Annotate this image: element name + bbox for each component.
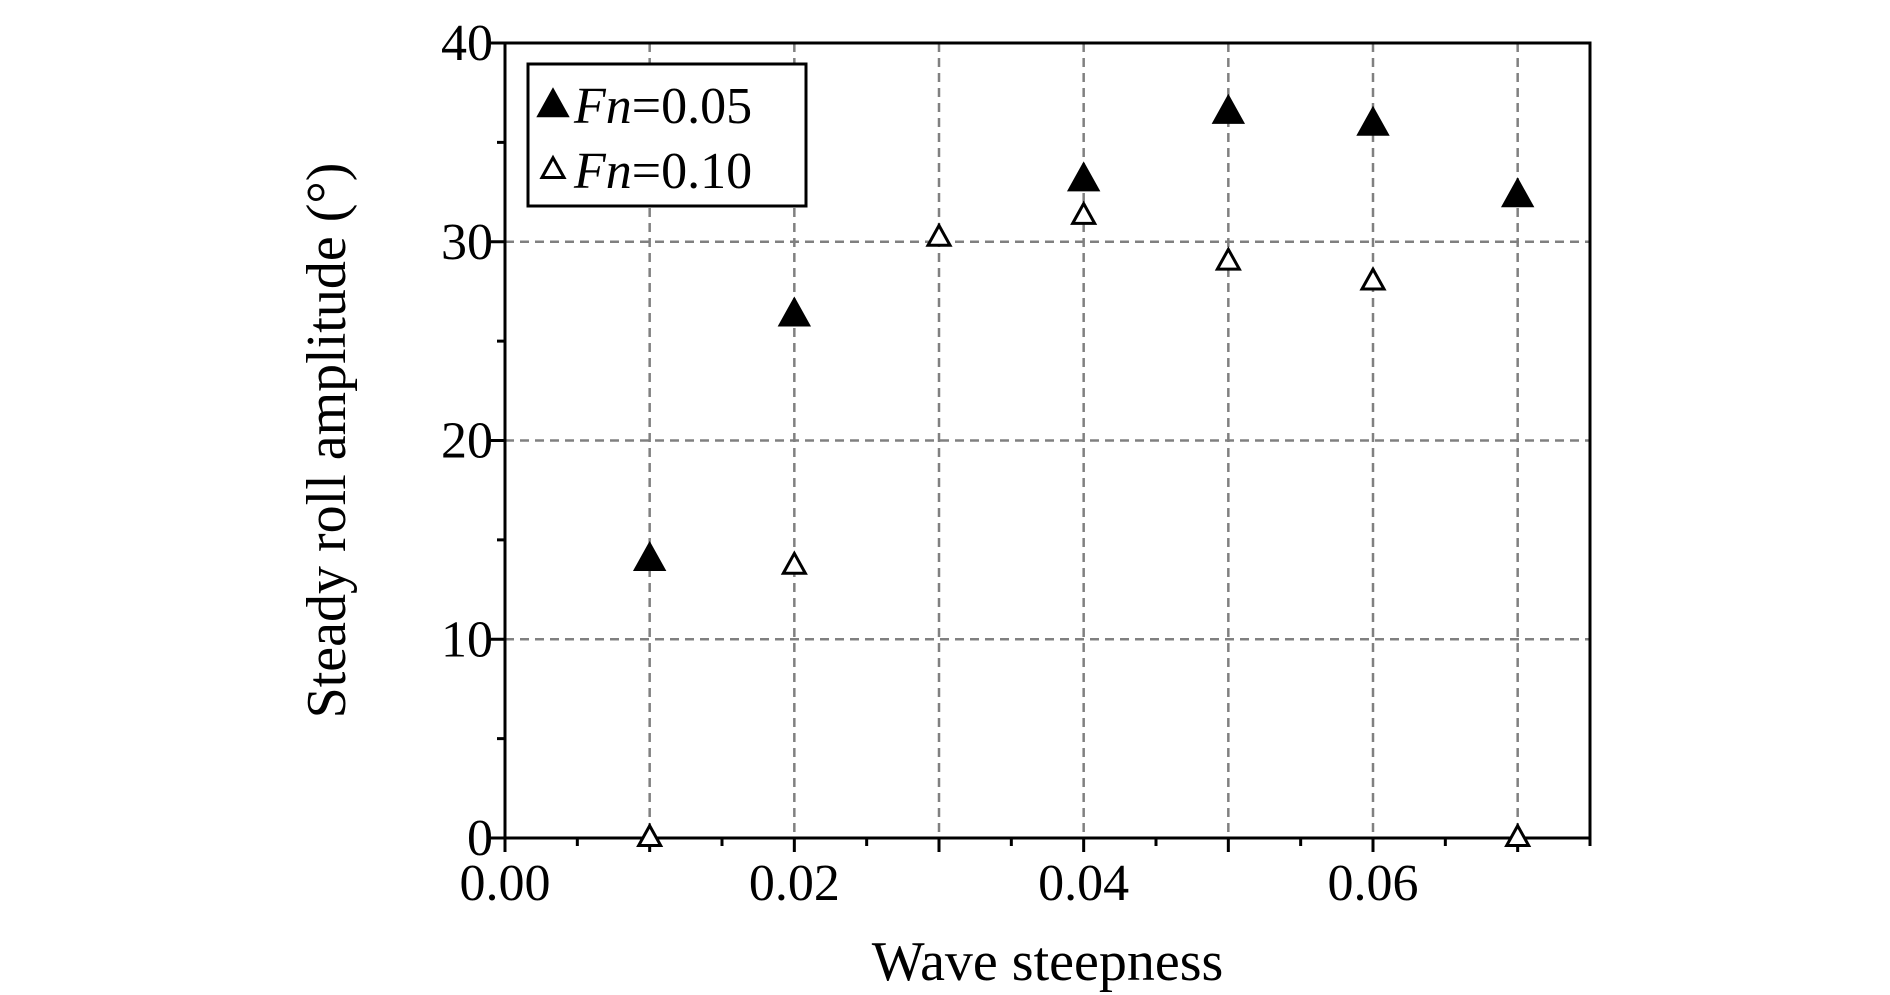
x-tick-label: 0.00 [460, 855, 551, 912]
series-1-markers [636, 200, 1532, 848]
x-tick-labels: 0.00 0.02 0.04 0.06 [460, 855, 1419, 912]
y-axis-title: Steady roll amplitude (°) [296, 163, 358, 719]
data-point-open [1504, 822, 1532, 848]
y-tick-label: 30 [441, 214, 493, 271]
data-point-filled [777, 296, 812, 327]
data-point-open [780, 550, 808, 575]
data-point-filled [1066, 161, 1101, 192]
x-axis-title: Wave steepness [872, 931, 1224, 993]
x-tick-label: 0.06 [1328, 855, 1419, 912]
legend-label-rest: =0.10 [632, 143, 752, 200]
data-point-open [925, 222, 953, 247]
data-point-open [636, 822, 664, 848]
data-point-open [1359, 266, 1387, 291]
y-tick-label: 20 [441, 413, 493, 470]
legend-label-rest: =0.05 [632, 78, 752, 135]
legend-marker-symbol [539, 154, 567, 180]
legend-entry-fn-005: Fn=0.05 [573, 78, 752, 135]
data-point-filled [1211, 93, 1246, 124]
legend-marker-filled-triangle [536, 87, 570, 118]
legend-marker-symbol [536, 87, 570, 118]
y-tick-label: 0 [467, 810, 493, 867]
legend-entry-fn-010: Fn=0.10 [573, 143, 752, 200]
data-point-filled [1356, 105, 1390, 136]
x-tick-label: 0.04 [1038, 855, 1129, 912]
data-point-open [1070, 200, 1098, 225]
x-tick-label: 0.02 [749, 855, 840, 912]
data-point-open [1214, 246, 1242, 271]
y-tick-labels: 0 10 20 30 40 [441, 15, 493, 867]
legend-marker-open-triangle [539, 154, 567, 180]
legend-label-italic: Fn [573, 78, 632, 135]
legend: Fn=0.05 Fn=0.10 [526, 62, 808, 208]
y-tick-label: 40 [441, 15, 493, 72]
y-tick-label: 10 [441, 611, 493, 668]
legend-box [526, 62, 808, 208]
legend-label-italic: Fn [573, 143, 632, 200]
data-point-filled [632, 540, 667, 572]
data-markers [632, 93, 1535, 848]
data-point-filled [1500, 177, 1535, 208]
grid-lines [505, 43, 1590, 838]
series-0-markers [632, 93, 1535, 572]
